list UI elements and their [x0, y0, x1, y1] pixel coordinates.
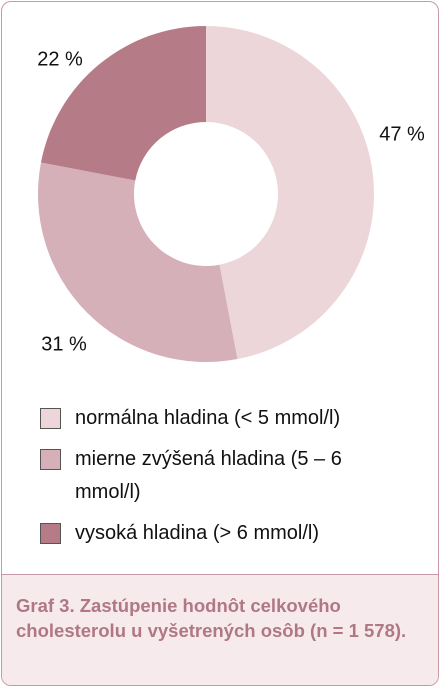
value-label: 47 % — [379, 123, 425, 145]
legend: normálna hladina (< 5 mmol/l) mierne zvýš… — [40, 402, 385, 558]
caption: Graf 3. Zastúpenie hodnôt celkového chol… — [2, 574, 438, 685]
legend-label: mierne zvýšená hladina (5 – 6 mmol/l) — [75, 448, 342, 503]
legend-swatch — [40, 523, 61, 544]
legend-swatch — [40, 408, 61, 429]
value-label: 31 % — [41, 333, 87, 355]
donut-slice — [206, 26, 375, 360]
legend-item: mierne zvýšená hladina (5 – 6 mmol/l) — [40, 443, 385, 509]
donut-slice — [40, 26, 207, 181]
chart: 47 % 31 % 22 % — [37, 26, 425, 363]
legend-label: normálna hladina (< 5 mmol/l) — [75, 407, 341, 429]
value-label: 22 % — [37, 48, 83, 70]
legend-item: normálna hladina (< 5 mmol/l) — [40, 402, 385, 435]
legend-label: vysoká hladina (> 6 mmol/l) — [75, 522, 319, 544]
legend-swatch — [40, 449, 61, 470]
legend-item: vysoká hladina (> 6 mmol/l) — [40, 517, 385, 550]
donut-slice — [38, 162, 238, 363]
